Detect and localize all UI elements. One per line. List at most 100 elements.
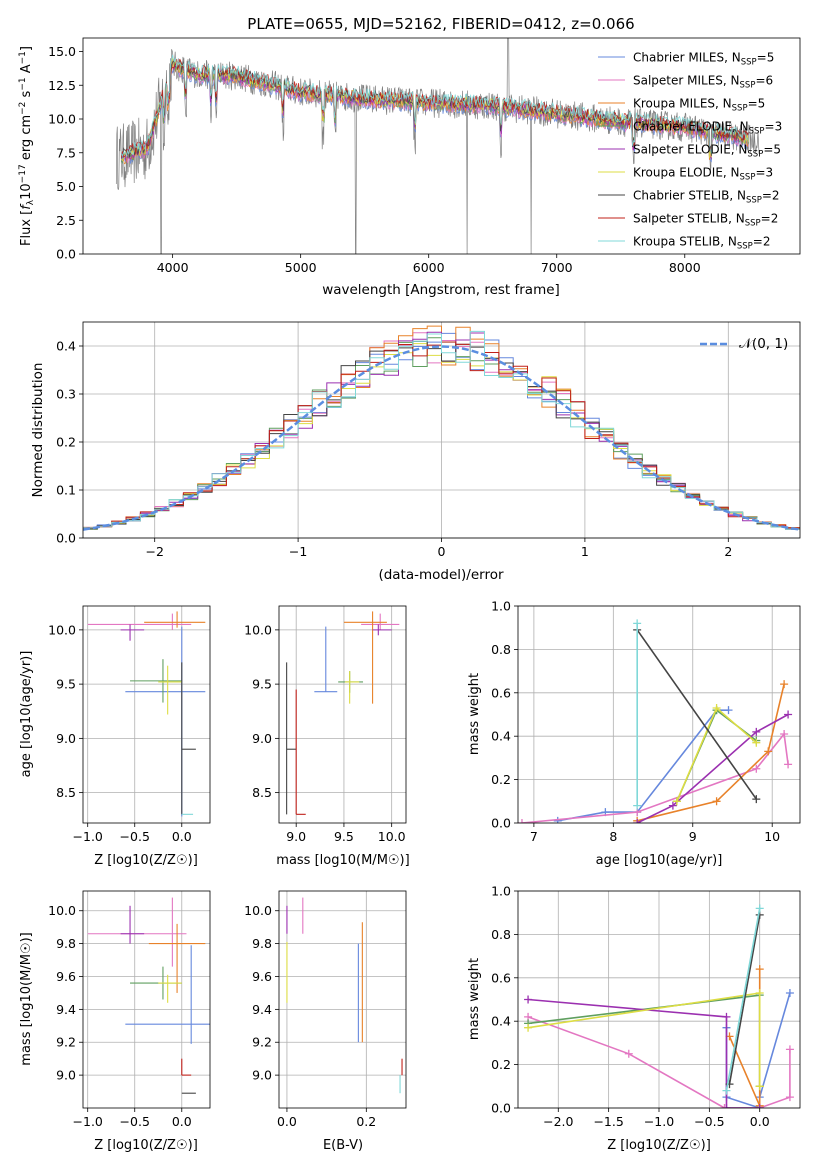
mass-weight-line <box>676 706 757 802</box>
histogram-ticks: −2 −1 0 1 2 0.0 0.1 0.2 0.3 0.4 <box>56 339 732 560</box>
y-tick-label: 0.6 <box>491 970 511 985</box>
panel-axes-frame <box>82 605 211 824</box>
x-tick-label: 5000 <box>285 260 317 275</box>
plus-marker <box>755 904 764 913</box>
y-tick-label: 7.5 <box>56 145 76 160</box>
x-axis-label: age [log10(age/yr)] <box>596 853 723 868</box>
plus-marker <box>725 1080 734 1089</box>
model-spectrum-line <box>121 59 749 161</box>
plus-marker <box>633 819 642 823</box>
y-tick-label: 0.4 <box>491 1014 511 1029</box>
mass-weight-line <box>728 914 761 1085</box>
residual-histogram-panel: −2 −1 0 1 2 0.0 0.1 0.2 0.3 0.4 (data-model)/erro… <box>30 321 801 583</box>
plus-marker <box>712 703 721 712</box>
y-tick-label: 9.8 <box>252 936 272 951</box>
spectrum-panel: PLATE=0655, MJD=52162, FIBERID=0412, z=0… <box>18 15 801 298</box>
y-tick-label: 10.0 <box>48 903 76 918</box>
y-tick-label: 0.0 <box>56 247 76 262</box>
y-tick-label: 0.0 <box>56 531 76 546</box>
histogram-step-line <box>83 340 800 530</box>
y-tick-label: 0.8 <box>491 642 511 657</box>
legend-entry-label: Kroupa STELIB, NSSP=2 <box>633 235 771 252</box>
plus-marker <box>784 760 793 769</box>
legend-entry-label: Chabrier STELIB, NSSP=2 <box>633 189 780 206</box>
x-axis-label: Z [log10(Z/Z☉)] <box>94 853 198 868</box>
x-tick-label: 0.0 <box>750 1114 770 1129</box>
x-tick-label: −1.0 <box>73 1114 103 1129</box>
x-tick-label: −2 <box>145 544 163 559</box>
y-axis-label: age [log10(age/yr)] <box>19 651 34 778</box>
y-tick-label: 0.1 <box>56 483 76 498</box>
mass-weight-line <box>527 992 761 1087</box>
plus-marker <box>755 1082 764 1091</box>
panel-grid <box>83 606 210 823</box>
spectrum-title: PLATE=0655, MJD=52162, FIBERID=0412, z=0… <box>247 15 634 33</box>
x-axis-label: Z [log10(Z/Z☉)] <box>94 1138 198 1153</box>
y-tick-label: 12.5 <box>48 78 76 93</box>
panel-axes-frame <box>278 890 407 1109</box>
y-tick-label: 0.3 <box>56 387 76 402</box>
y-tick-label: 9.0 <box>252 1068 272 1083</box>
y-tick-label: 9.0 <box>252 731 272 746</box>
y-tick-label: 0.6 <box>491 685 511 700</box>
model-spectrum-line <box>121 63 749 164</box>
plus-marker <box>672 797 681 806</box>
mass-weight-line <box>528 998 760 1108</box>
y-tick-label: 0.0 <box>491 1101 511 1116</box>
y-tick-label: 1.0 <box>491 884 511 899</box>
y-tick-label: 8.5 <box>56 785 76 800</box>
x-tick-label: −1.0 <box>73 829 103 844</box>
panel-grid <box>518 605 800 824</box>
x-tick-label: 0.0 <box>277 1114 297 1129</box>
plus-marker <box>752 727 761 736</box>
x-tick-label: 0 <box>438 544 446 559</box>
y-tick-label: 10.0 <box>244 622 272 637</box>
y-tick-label: 9.5 <box>56 677 76 692</box>
x-tick-label: −2.0 <box>543 1114 573 1129</box>
histogram-x-label: (data-model)/error <box>378 567 504 583</box>
y-tick-label: 8.5 <box>252 785 272 800</box>
x-tick-label: 0.2 <box>356 1114 376 1129</box>
y-tick-label: 9.6 <box>56 969 76 984</box>
plus-marker <box>722 1012 731 1021</box>
plus-marker <box>755 1104 764 1108</box>
plus-marker <box>722 1086 731 1095</box>
plus-marker <box>785 1045 794 1054</box>
y-tick-label: 9.2 <box>252 1035 272 1050</box>
y-tick-label: 9.5 <box>252 677 272 692</box>
y-tick-label: 9.4 <box>252 1002 272 1017</box>
x-tick-label: 8 <box>609 829 617 844</box>
y-tick-label: 15.0 <box>48 44 76 59</box>
x-tick-label: 10 <box>764 829 780 844</box>
mass-weight-line <box>725 908 761 1091</box>
legend-entry-label: Chabrier MILES, NSSP=5 <box>633 51 774 68</box>
x-tick-label: 10.0 <box>378 829 406 844</box>
y-tick-label: 0.0 <box>491 816 511 831</box>
plus-marker <box>633 619 642 628</box>
histogram-steps <box>83 325 800 531</box>
y-tick-label: 9.2 <box>56 1035 76 1050</box>
plus-marker <box>755 965 764 974</box>
mass-weight-line <box>636 629 757 800</box>
x-axis-label: Z [log10(Z/Z☉)] <box>607 1138 711 1153</box>
x-tick-label: 8000 <box>669 260 701 275</box>
legend-entry-label: Chabrier ELODIE, NSSP=3 <box>633 120 782 137</box>
y-tick-label: 0.8 <box>491 927 511 942</box>
legend-entry-label: Salpeter STELIB, NSSP=2 <box>633 212 778 229</box>
age-vs-metallicity-panel: −1.0 −0.5 0.0 8.5 9.0 9.5 10.0 Z [log10(Z/Z☉)] a… <box>19 605 211 868</box>
plus-marker <box>784 710 793 719</box>
spectrum-axes-frame <box>82 37 801 255</box>
mass-vs-extinction-panel: 0.0 0.2 9.0 9.2 9.4 9.6 9.8 10.0 E(B-V) <box>244 890 407 1153</box>
panel-plot-area <box>524 904 794 1108</box>
plus-marker <box>624 1049 633 1058</box>
mass-weight-line <box>521 732 789 823</box>
plus-marker <box>752 795 761 804</box>
y-tick-label: 9.6 <box>252 969 272 984</box>
spectrum-y-label: Flux [fλ10−17 erg cm−2 s−1 A−1] <box>18 46 36 246</box>
panel-plot-area <box>87 611 206 817</box>
histogram-step-line <box>83 330 800 530</box>
y-axis-label: mass [log10(M/M☉)] <box>19 932 34 1065</box>
x-tick-label: −1.0 <box>644 1114 674 1129</box>
plus-marker <box>524 995 533 1004</box>
